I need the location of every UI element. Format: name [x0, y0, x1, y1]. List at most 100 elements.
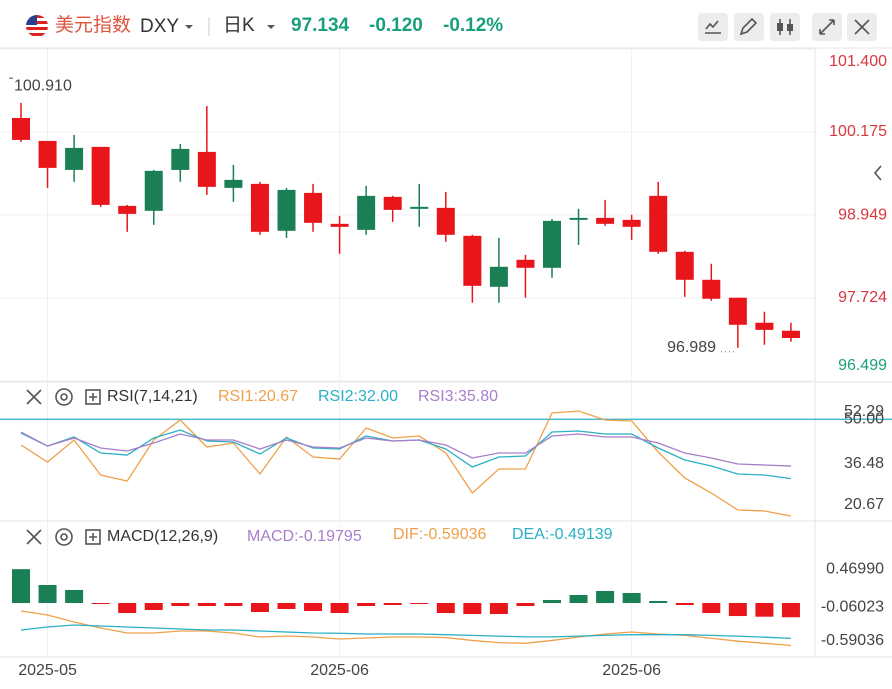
candle-body: [622, 219, 641, 227]
period[interactable]: 日K: [223, 15, 255, 36]
histogram-bar: [357, 603, 376, 607]
indicator-line: [20, 610, 792, 647]
histogram-bar: [516, 603, 535, 607]
annotation-label: 100.910: [14, 77, 72, 94]
reference-label: 50.00: [844, 410, 884, 427]
candle-body: [304, 192, 323, 223]
histogram-bar: [622, 592, 641, 604]
add-icon[interactable]: [85, 529, 101, 545]
chart-type-button[interactable]: [770, 13, 800, 41]
y-tick-label: 97.724: [838, 289, 887, 306]
histogram-bar: [702, 603, 721, 614]
histogram-bar: [569, 595, 588, 604]
candle-body: [755, 322, 774, 330]
candle-body: [649, 195, 668, 252]
candle-body: [516, 259, 535, 268]
y-tick-label: 101.400: [829, 53, 887, 70]
histogram-bar: [277, 603, 296, 609]
histogram-bar: [224, 603, 243, 607]
icon: [739, 17, 758, 36]
draw-button[interactable]: [734, 13, 764, 41]
candle-body: [38, 140, 57, 168]
remove-icon[interactable]: [26, 389, 42, 405]
y-tick-label: 0.46990: [826, 560, 884, 577]
histogram-bar: [250, 603, 269, 613]
index-name[interactable]: 美元指数: [55, 14, 131, 36]
dropdown-arrow[interactable]: [267, 25, 275, 29]
histogram-bar: [755, 603, 774, 617]
indicator-line: [20, 624, 791, 640]
x-tick-label: 2025-06: [602, 662, 661, 679]
legend-entry: DIF:-0.59036: [393, 526, 486, 543]
histogram-bar: [543, 599, 561, 604]
histogram-bar: [649, 600, 668, 604]
annotation-label: 96.989: [667, 339, 716, 356]
legend-entry: MACD:-0.19795: [247, 528, 362, 545]
histogram-bar: [675, 603, 694, 606]
histogram-bar: [330, 603, 349, 614]
us-flag: [26, 15, 48, 37]
dropdown-arrow[interactable]: [185, 25, 193, 29]
histogram-bar: [728, 603, 747, 617]
candle-body: [330, 223, 349, 227]
y-tick-label: -0.06023: [821, 599, 884, 616]
candle-body: [197, 151, 216, 187]
histogram-bar: [91, 603, 110, 605]
histogram-bar: [118, 603, 137, 614]
macd-toolbar: MACD(12,26,9): [26, 528, 218, 546]
candle-body: [224, 179, 243, 188]
histogram-bar: [463, 603, 482, 615]
histogram-bar: [436, 603, 455, 614]
settings-icon[interactable]: [55, 528, 73, 546]
candle-body: [728, 297, 747, 325]
collapse-arrow[interactable]: [873, 165, 882, 181]
legend-entry: DEA:-0.49139: [512, 526, 613, 543]
histogram-bar: [171, 603, 190, 607]
candle-body: [543, 220, 561, 268]
y-tick-label: 52.29: [844, 403, 884, 420]
candle-body: [410, 206, 429, 209]
histogram-bar: [410, 603, 429, 605]
x-tick-label: 2025-06: [310, 662, 369, 679]
change-pct: -0.12%: [443, 15, 503, 36]
add-icon[interactable]: [85, 389, 101, 405]
symbol[interactable]: DXY: [140, 16, 179, 37]
histogram-bar: [596, 590, 615, 604]
candle-body: [702, 279, 721, 299]
legend-entry: RSI3:35.80: [418, 388, 498, 405]
legend-entry: RSI1:20.67: [218, 388, 298, 405]
icon: [787, 24, 793, 31]
candle-body: [91, 146, 110, 205]
price: 97.134: [291, 15, 350, 36]
candle-body: [781, 330, 800, 338]
candle-body: [489, 266, 508, 287]
remove-icon[interactable]: [26, 529, 42, 545]
histogram-bar: [304, 603, 323, 611]
indicator-title: MACD(12,26,9): [107, 528, 218, 545]
icon: [705, 20, 721, 34]
candle-body: [171, 148, 190, 170]
histogram-bar: [781, 603, 800, 618]
candle-body: [436, 207, 455, 235]
histogram-bar: [65, 589, 84, 604]
candle-body: [675, 251, 694, 280]
candle-body: [569, 217, 588, 220]
settings-icon[interactable]: [55, 388, 73, 406]
histogram-bar: [38, 584, 57, 604]
icon: [819, 19, 835, 35]
rsi-toolbar: RSI(7,14,21): [26, 388, 198, 406]
candle-body: [383, 196, 402, 210]
toolbar: [698, 13, 877, 41]
candle-body: [65, 147, 84, 170]
histogram-bar: [12, 569, 30, 604]
change: -0.120: [369, 15, 423, 36]
candle-body: [12, 117, 30, 140]
candle-body: [463, 235, 482, 286]
candle-body: [596, 217, 615, 224]
candle-body: [277, 189, 296, 231]
histogram-bar: [197, 603, 216, 607]
y-tick-label: 100.175: [829, 123, 887, 140]
x-tick-label: 2025-05: [18, 662, 77, 679]
candle-body: [357, 195, 376, 230]
